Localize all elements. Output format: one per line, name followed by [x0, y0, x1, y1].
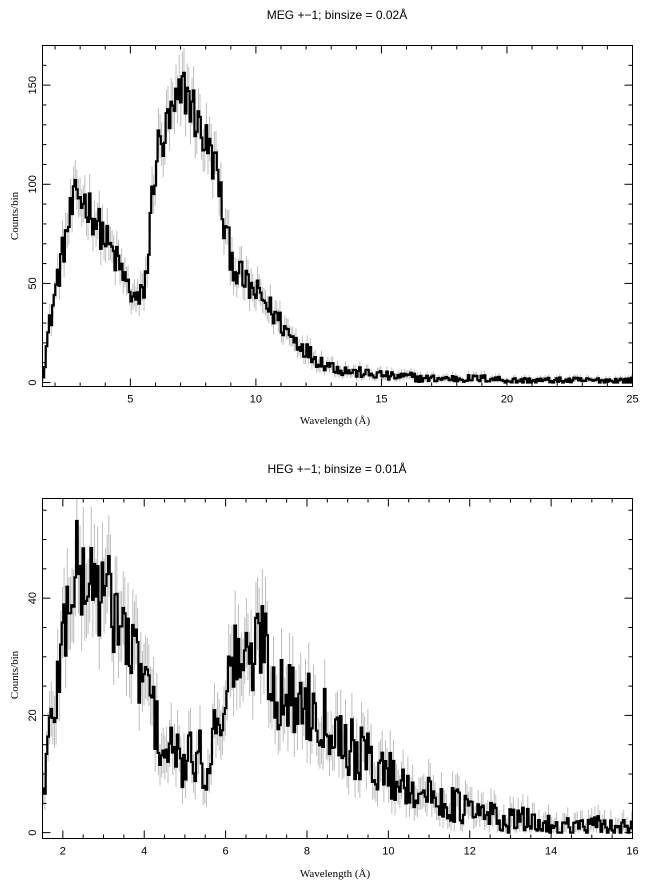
meg-plot-frame — [42, 45, 633, 387]
meg-spectrum-line — [42, 71, 633, 384]
meg-x-tick-label: 25 — [626, 394, 638, 406]
meg-x-tick-label: 15 — [375, 394, 387, 406]
meg-x-axis-label: Wavelength (Å) — [300, 415, 371, 427]
heg-x-tick-label: 2 — [60, 846, 66, 858]
heg-tick-labels: 2 4 6 8 10 12 14 16 0 20 40 — [27, 592, 639, 857]
heg-x-tick-label: 12 — [464, 846, 476, 858]
heg-x-tick-label: 6 — [223, 846, 229, 858]
heg-plot-frame — [42, 498, 633, 839]
heg-x-axis-label: Wavelength (Å) — [300, 868, 371, 880]
meg-ticks — [42, 45, 633, 387]
meg-tick-labels: 5 10 15 20 25 0 50 100 150 — [27, 76, 639, 406]
meg-x-tick-label: 10 — [250, 394, 262, 406]
heg-y-tick-label: 40 — [27, 592, 39, 604]
heg-x-tick-label: 8 — [304, 846, 310, 858]
meg-panel: MEG +−1; binsize = 0.02Å 5 10 15 20 25 0 50 100… — [9, 7, 639, 427]
heg-x-tick-label: 10 — [382, 846, 394, 858]
meg-y-tick-label: 150 — [27, 76, 39, 94]
heg-y-axis-label: Counts/bin — [9, 650, 21, 699]
heg-panel: HEG +−1; binsize = 0.01Å 2 4 6 8 10 12 14 16 0 20… — [9, 461, 639, 880]
meg-y-tick-label: 50 — [27, 277, 39, 289]
meg-chart-title: MEG +−1; binsize = 0.02Å — [267, 7, 407, 22]
meg-error-bars — [42, 48, 633, 383]
heg-y-tick-label: 0 — [27, 830, 39, 836]
meg-y-axis-label: Counts/bin — [9, 191, 21, 240]
meg-x-tick-label: 20 — [501, 394, 513, 406]
heg-x-tick-label: 16 — [626, 846, 638, 858]
heg-y-tick-label: 20 — [27, 709, 39, 721]
heg-spectrum-line — [42, 519, 633, 834]
meg-y-tick-label: 100 — [27, 175, 39, 193]
heg-x-tick-label: 4 — [141, 846, 147, 858]
meg-y-tick-label: 0 — [27, 379, 39, 385]
heg-chart-title: HEG +−1; binsize = 0.01Å — [267, 461, 406, 476]
meg-x-tick-label: 5 — [127, 394, 133, 406]
heg-x-tick-label: 14 — [545, 846, 557, 858]
heg-ticks — [42, 498, 633, 839]
meg-series — [42, 71, 633, 384]
heg-series — [42, 519, 633, 834]
